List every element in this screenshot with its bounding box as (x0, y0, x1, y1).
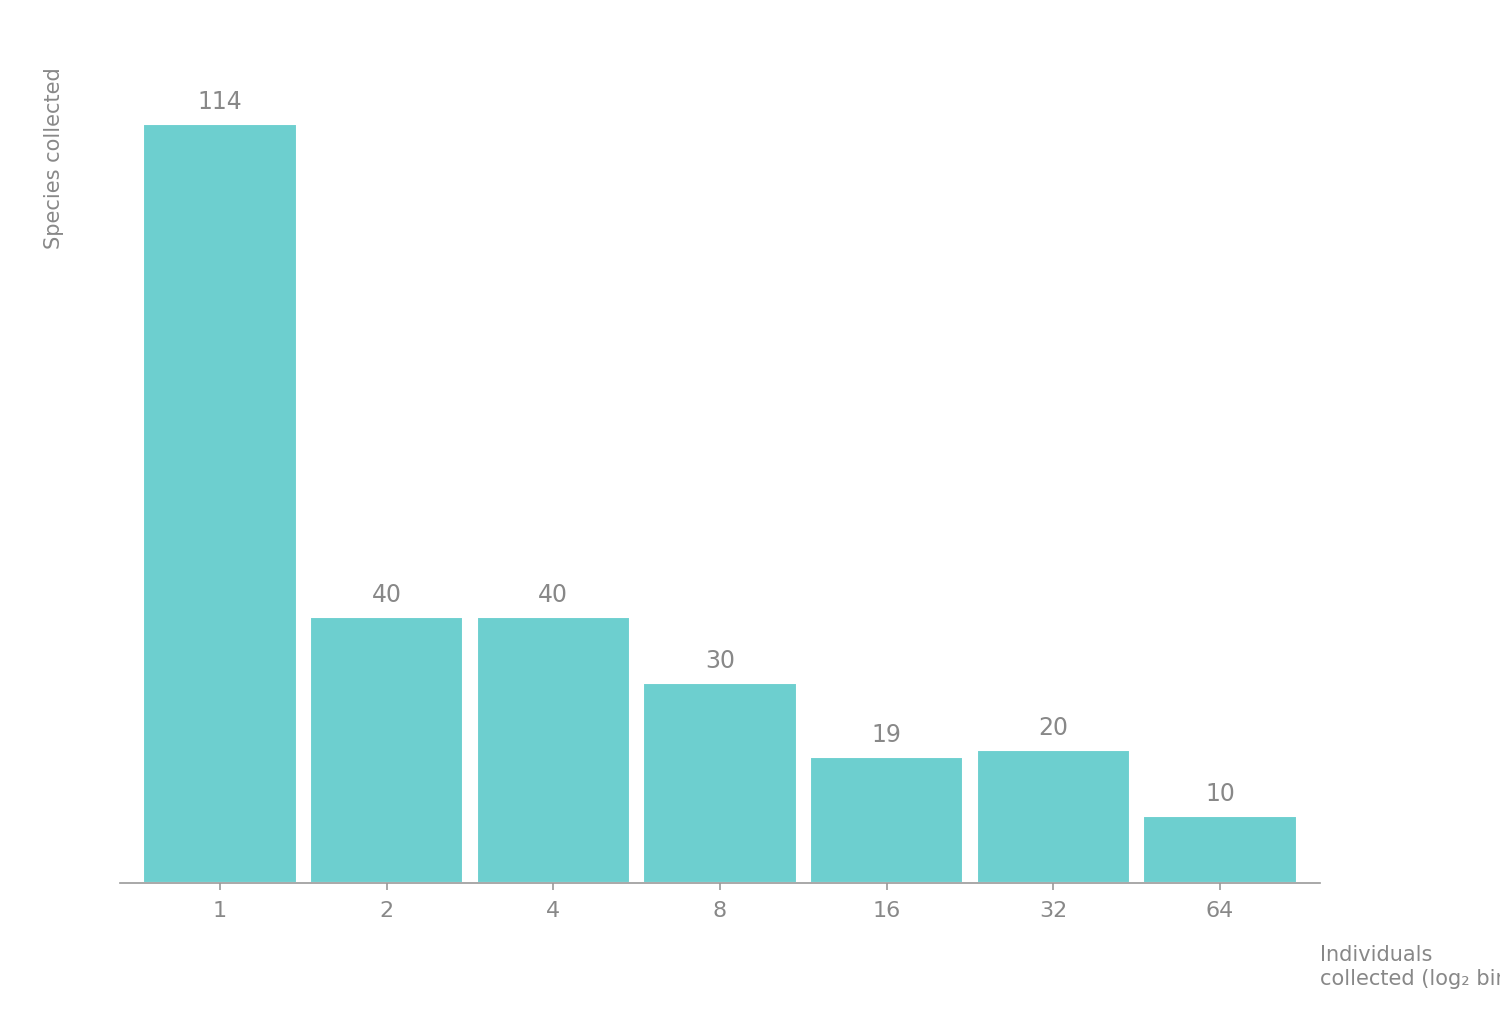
Text: 114: 114 (198, 90, 243, 114)
Text: 40: 40 (538, 583, 568, 607)
Text: 30: 30 (705, 650, 735, 673)
Text: Individuals
collected (log₂ bins): Individuals collected (log₂ bins) (1320, 946, 1500, 989)
Bar (310, 617, 464, 883)
Text: 40: 40 (372, 583, 402, 607)
Bar (1143, 816, 1296, 883)
Bar (144, 124, 297, 883)
Text: 20: 20 (1038, 716, 1068, 740)
Text: Species collected: Species collected (44, 67, 64, 249)
Bar (976, 750, 1130, 883)
Bar (477, 617, 630, 883)
Text: 10: 10 (1204, 783, 1234, 807)
Bar (810, 756, 963, 883)
Text: 19: 19 (871, 723, 901, 747)
Bar (644, 683, 796, 883)
